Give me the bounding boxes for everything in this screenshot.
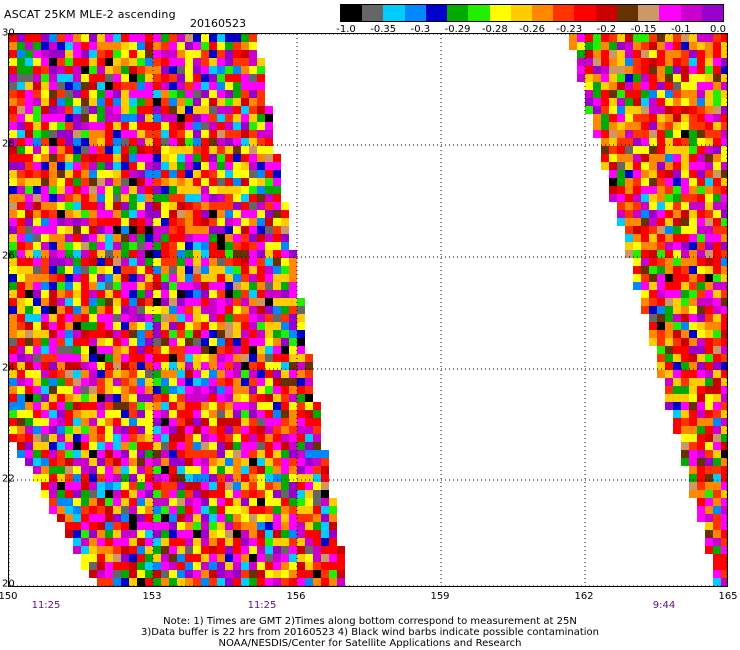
lat-label-24: 24 (2, 362, 15, 374)
swath-time-label: 11:25 (247, 600, 277, 611)
lat-label-30: 30 (2, 27, 15, 39)
colorbar-tick-label: -0.35 (370, 24, 397, 35)
colorbar-segment (425, 5, 448, 21)
swath-time-label: 9:44 (652, 600, 676, 611)
colorbar-tick-label: 0.0 (710, 24, 726, 35)
lon-label-156: 156 (286, 591, 306, 602)
map-svg (9, 34, 727, 586)
colorbar-tick-label: -0.15 (630, 24, 657, 35)
lat-label-22: 22 (2, 473, 15, 485)
colorbar-segment (362, 5, 384, 21)
colorbar-tick-label: -0.29 (444, 24, 471, 35)
colorbar-segment (383, 5, 405, 21)
colorbar-segment (510, 5, 532, 21)
swath-time-label: 11:25 (31, 600, 61, 611)
lat-label-20: 20 (2, 578, 15, 590)
colorbar-segment (680, 5, 702, 21)
colorbar-segment (341, 5, 363, 21)
colorbar-segment (468, 5, 490, 21)
colorbar-tick-label: -0.1 (671, 24, 691, 35)
colorbar-segment (531, 5, 554, 21)
lon-label-165: 165 (718, 591, 738, 602)
colorbar-segment (595, 5, 617, 21)
colorbar-segment (638, 5, 660, 21)
colorbar-segment (404, 5, 426, 21)
colorbar-tick-label: -0.23 (556, 24, 583, 35)
colorbar-segment (489, 5, 511, 21)
lat-label-28: 28 (2, 138, 15, 150)
map-date: 20160523 (190, 17, 246, 30)
western-swath (9, 34, 345, 586)
colorbar (340, 4, 724, 22)
map-panel (8, 33, 728, 587)
lon-label-162: 162 (574, 591, 594, 602)
footer-note-1: Note: 1) Times are GMT 2)Times along bot… (163, 616, 577, 627)
lon-label-153: 153 (142, 591, 162, 602)
colorbar-segment (616, 5, 639, 21)
colorbar-tick-label: -0.28 (481, 24, 508, 35)
eastern-swath (569, 34, 727, 586)
footer-credit: NOAA/NESDIS/Center for Satellite Applica… (218, 638, 522, 649)
lat-label-26: 26 (2, 250, 15, 262)
lon-label-150: 150 (0, 591, 18, 602)
colorbar-tick-label: -0.2 (596, 24, 617, 35)
footer-note-2: 3)Data buffer is 22 hrs from 20160523 4)… (141, 627, 599, 638)
map-grid (9, 34, 727, 586)
colorbar-tick-label: -0.26 (519, 24, 545, 35)
lon-label-159: 159 (430, 591, 450, 602)
colorbar-segment (659, 5, 681, 21)
colorbar-tick-label: -1.0 (336, 24, 356, 35)
colorbar-tick-label: -0.3 (410, 24, 431, 35)
map-title: ASCAT 25KM MLE-2 ascending (4, 8, 176, 21)
colorbar-segment (447, 5, 469, 21)
colorbar-segment (701, 5, 723, 21)
colorbar-segment (574, 5, 596, 21)
colorbar-segment (553, 5, 575, 21)
